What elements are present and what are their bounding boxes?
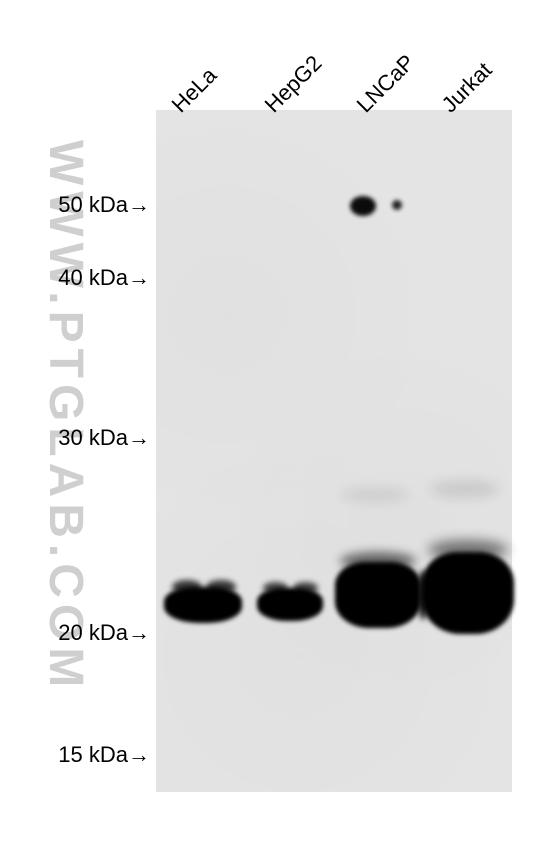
blot-band [335,562,421,628]
marker-label: 40 kDa→ [58,265,150,291]
marker-label: 20 kDa→ [58,620,150,646]
blot-band [418,570,428,620]
membrane-noise [156,110,512,792]
watermark-text: WWW.PTGLAB.COM [38,140,93,693]
blot-membrane [156,110,512,792]
blot-band [206,580,236,594]
blot-band [350,196,376,216]
blot-band [430,480,500,498]
marker-label: 15 kDa→ [58,742,150,768]
marker-label: 30 kDa→ [58,425,150,451]
blot-band [422,552,514,634]
blot-band [340,552,416,570]
marker-label: 50 kDa→ [58,192,150,218]
lane-label: LNCaP [352,49,421,118]
lane-label: Jurkat [437,57,498,118]
blot-band [263,582,288,594]
lane-label: HepG2 [260,50,328,118]
blot-band [293,582,318,594]
blot-band [428,540,508,560]
blot-band [172,580,202,594]
blot-band [257,588,323,621]
blot-band [392,200,402,210]
figure-container: WWW.PTGLAB.COM 50 kDa→ 40 kDa→ 30 kDa→ 20 k… [0,0,550,850]
blot-band [340,488,410,502]
